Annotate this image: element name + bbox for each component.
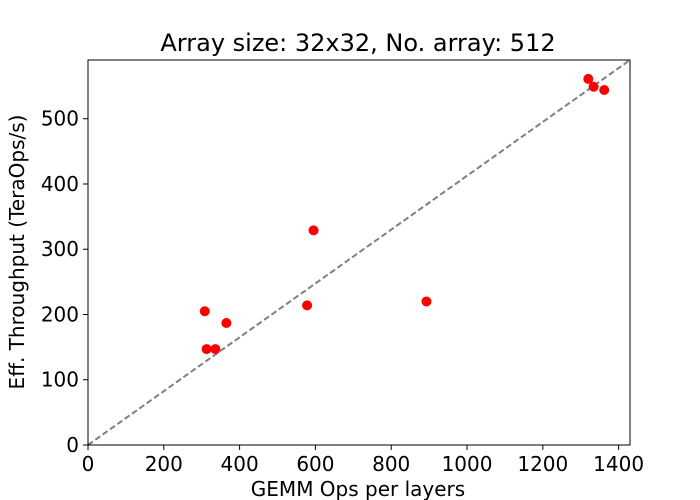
data-point-9	[599, 85, 610, 96]
data-point-4	[302, 300, 313, 311]
plot-frame	[87, 59, 631, 446]
data-point-8	[588, 81, 599, 92]
x-tick-label-1400: 1400	[593, 452, 644, 476]
data-point-3	[221, 317, 232, 328]
y-axis-label: Eff. Throughput (TeraOps/s)	[5, 115, 29, 390]
x-tick-label-1200: 1200	[517, 452, 568, 476]
data-point-5	[308, 225, 319, 236]
data-point-6	[421, 296, 432, 307]
plot-area: 0 200 400 600 800 1000 1200 1400 0 100 200 300 400 50…	[41, 59, 644, 476]
y-tick-label-200: 200	[41, 302, 79, 326]
data-point-2	[210, 344, 221, 355]
y-tick-label-500: 500	[41, 107, 79, 131]
reference-line	[87, 59, 631, 446]
x-axis-label: GEMM Ops per layers	[251, 477, 465, 500]
data-point-7	[583, 73, 594, 84]
data-point-1	[201, 344, 212, 355]
y-tick-label-100: 100	[41, 368, 79, 392]
x-tick-label-200: 200	[145, 452, 183, 476]
x-tick-label-1000: 1000	[442, 452, 493, 476]
y-tick-label-0: 0	[66, 433, 79, 457]
data-point-0	[199, 306, 210, 317]
x-tick-label-800: 800	[372, 452, 410, 476]
y-tick-label-400: 400	[41, 172, 79, 196]
x-tick-label-600: 600	[296, 452, 334, 476]
x-tick-label-0: 0	[82, 452, 95, 476]
chart-title: Array size: 32x32, No. array: 512	[160, 29, 555, 57]
y-tick-label-300: 300	[41, 237, 79, 261]
x-tick-label-400: 400	[221, 452, 259, 476]
